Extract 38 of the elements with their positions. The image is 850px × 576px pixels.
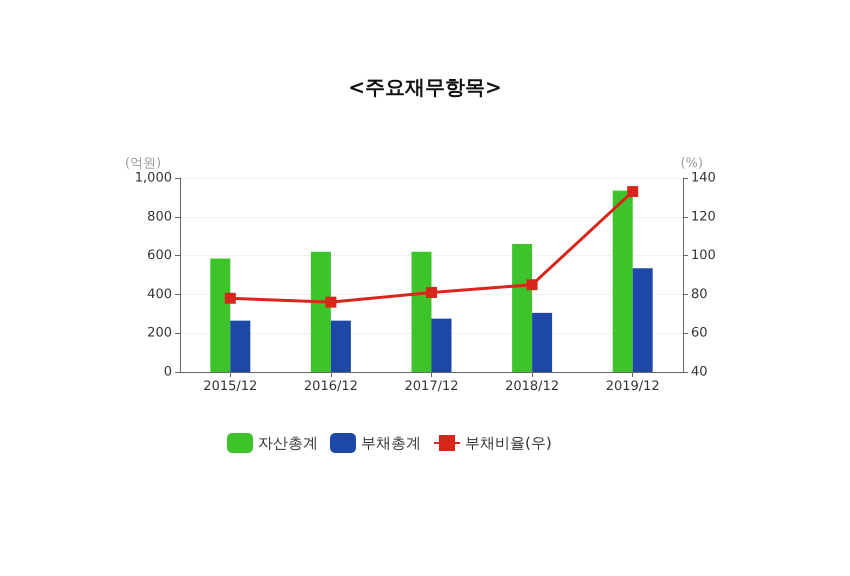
bar: [412, 252, 432, 372]
chart-title: <주요재무항목>: [348, 75, 502, 99]
point: [526, 279, 538, 290]
x-tick-label: 2016/12: [304, 379, 358, 394]
bar: [632, 268, 653, 372]
y-tick-label: 0: [164, 364, 172, 380]
y2-tick-label: 80: [691, 286, 708, 302]
bar: [512, 244, 532, 372]
legend-label: 부채비율(우): [465, 434, 552, 452]
y-tick-label: 200: [147, 326, 172, 341]
x-tick-label: 2018/12: [505, 379, 560, 394]
y2-tick-label: 120: [691, 209, 716, 224]
point: [426, 286, 437, 298]
y-tick-label: 1,000: [134, 170, 172, 186]
point: [325, 296, 336, 308]
x-tick-label: 2019/12: [606, 379, 660, 394]
bar: [230, 320, 250, 372]
y2-tick-label: 100: [691, 248, 716, 264]
bar: [532, 312, 552, 372]
y2-axis-title: (%): [680, 156, 703, 171]
point: [627, 186, 638, 198]
y-tick-label: 600: [147, 248, 172, 264]
y2-tick-label: 60: [691, 326, 708, 341]
y2-tick-label: 40: [691, 364, 708, 380]
bar: [210, 258, 230, 372]
x-tick-label: 2017/12: [404, 379, 459, 394]
y-tick-label: 400: [147, 286, 172, 302]
y2-tick-label: 140: [691, 170, 716, 186]
legend-label: 부채총계: [361, 434, 421, 452]
bar: [612, 190, 633, 372]
bar: [330, 320, 351, 372]
legend-label: 자산총계: [258, 434, 318, 452]
bar: [432, 318, 452, 372]
x-tick-label: 2015/12: [203, 379, 258, 394]
bar: [310, 252, 331, 372]
y-axis-title: (억원): [125, 156, 162, 171]
y-tick-label: 800: [147, 209, 172, 224]
point: [224, 292, 236, 304]
